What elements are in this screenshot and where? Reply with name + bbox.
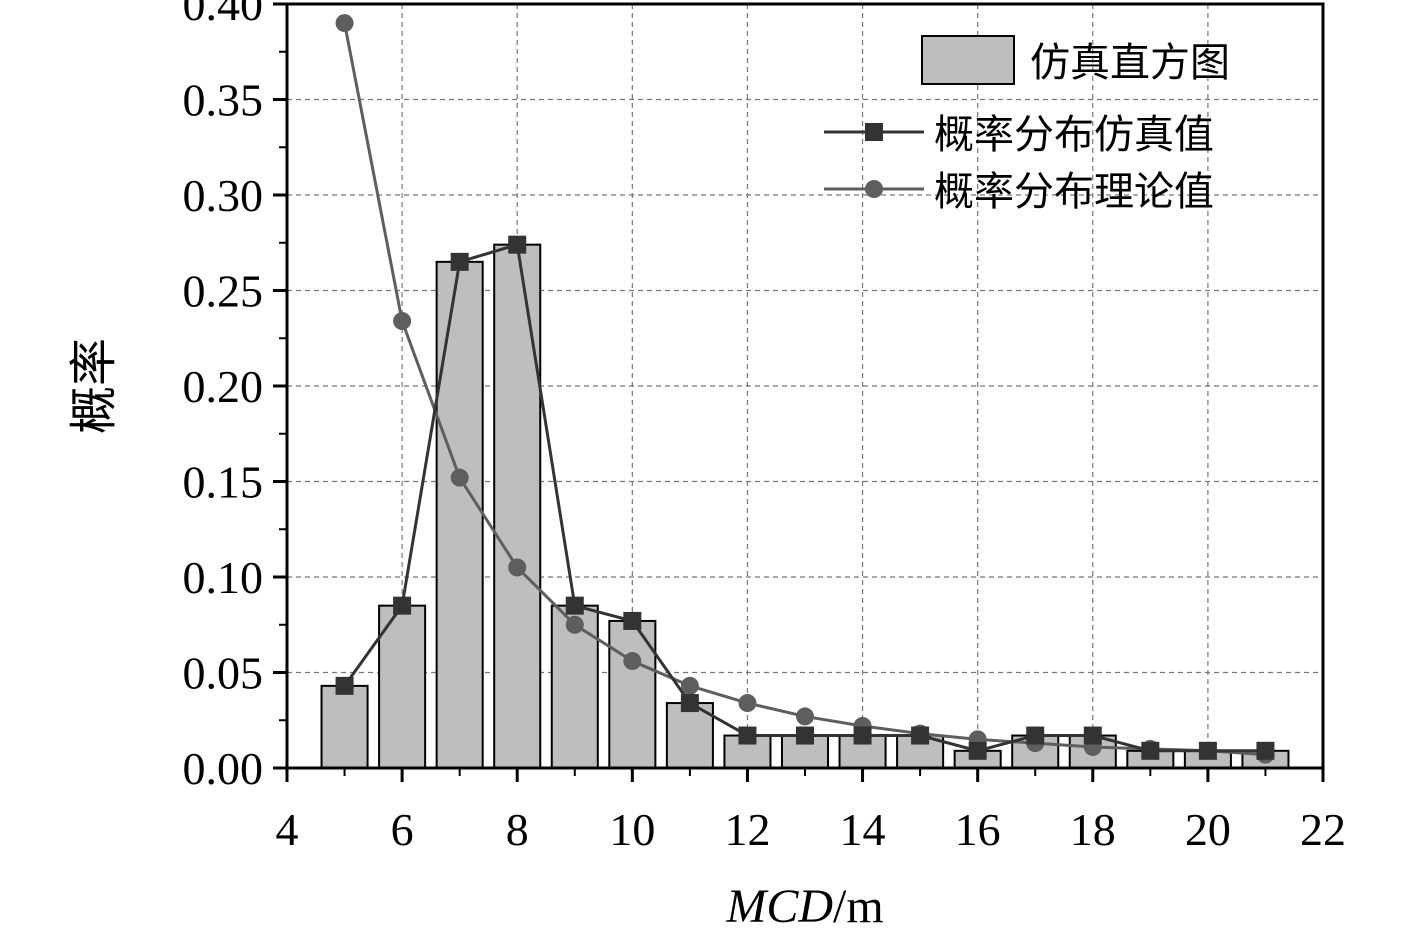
theoretical-probability-point	[796, 707, 814, 726]
simulated-probability-point	[1256, 741, 1275, 760]
theoretical-probability-point	[393, 312, 412, 331]
x-tick-label: 16	[955, 804, 1001, 855]
x-tick-label: 20	[1185, 804, 1231, 855]
theoretical-probability-point	[565, 615, 584, 634]
simulated-probability-point	[968, 741, 987, 760]
y-tick-labels: 0.00 0.05 0.10 0.15 0.20 0.25 0.30 0.35 0.40	[183, 0, 264, 794]
simulated-probability-point	[508, 235, 527, 254]
simulated-probability-point	[680, 694, 699, 713]
x-tick-label: 22	[1300, 804, 1346, 855]
y-tick-label: 0.20	[183, 361, 264, 412]
simulated-probability-point	[738, 726, 757, 745]
y-tick-label: 0.15	[183, 457, 264, 508]
histogram-bar	[493, 243, 542, 770]
theoretical-probability-point	[738, 694, 757, 713]
legend-label-simulated: 概率分布仿真值	[934, 112, 1214, 158]
x-axis-title: MCD/m	[725, 880, 883, 933]
x-tick-label: 18	[1070, 804, 1116, 855]
theoretical-probability-point	[508, 558, 527, 577]
x-axis-title-variable: MCD	[725, 880, 833, 933]
y-tick-label: 0.30	[183, 170, 264, 221]
legend-marker-theoretical	[865, 180, 883, 198]
simulated-probability-point	[393, 596, 412, 615]
y-tick-label: 0.00	[183, 743, 264, 794]
simulated-probability-point	[853, 726, 872, 745]
y-axis-title: 概率	[68, 338, 121, 434]
simulated-probability-point	[335, 676, 354, 695]
y-tick-label: 0.05	[183, 648, 264, 699]
histogram-bar	[435, 260, 484, 769]
theoretical-probability-point	[680, 676, 699, 695]
x-axis-title-unit: /m	[833, 880, 884, 933]
histogram-bar	[665, 702, 714, 769]
simulated-probability-point	[1141, 741, 1160, 760]
axis-ticks	[273, 2, 1325, 782]
theoretical-probability-point	[623, 652, 642, 671]
histogram-bars	[320, 243, 1290, 770]
simulated-probability-point	[1083, 726, 1102, 745]
x-tick-labels: 4 6 8 10 12 14 16 18 20 22	[276, 804, 1347, 855]
theoretical-probability-point	[335, 14, 354, 33]
simulated-probability-point	[1198, 741, 1217, 760]
x-tick-label: 12	[724, 804, 770, 855]
theoretical-probability-point	[450, 468, 469, 487]
simulated-probability-point	[1026, 726, 1045, 745]
legend: 仿真直方图 概率分布仿真值 概率分布理论值	[824, 35, 1230, 215]
y-tick-label: 0.10	[183, 552, 264, 603]
simulated-probability-point	[623, 611, 642, 630]
simulated-probability-point	[911, 726, 930, 745]
histogram-bar	[378, 604, 427, 770]
x-tick-label: 6	[391, 804, 414, 855]
series-markers	[335, 14, 1275, 764]
simulated-probability-point	[450, 252, 469, 271]
y-tick-label: 0.35	[183, 75, 264, 126]
legend-marker-simulated	[865, 123, 883, 141]
legend-swatch-histogram	[921, 35, 1015, 85]
y-tick-label: 0.40	[183, 0, 264, 30]
x-tick-label: 10	[609, 804, 655, 855]
histogram-bar	[320, 684, 369, 769]
y-tick-label: 0.25	[183, 266, 264, 317]
simulated-probability-point	[565, 596, 584, 615]
legend-label-theoretical: 概率分布理论值	[934, 169, 1214, 215]
simulated-probability-point	[796, 726, 814, 745]
x-tick-label: 4	[276, 804, 299, 855]
x-tick-label: 14	[840, 804, 886, 855]
legend-label-histogram: 仿真直方图	[1030, 40, 1230, 86]
x-tick-label: 8	[506, 804, 529, 855]
